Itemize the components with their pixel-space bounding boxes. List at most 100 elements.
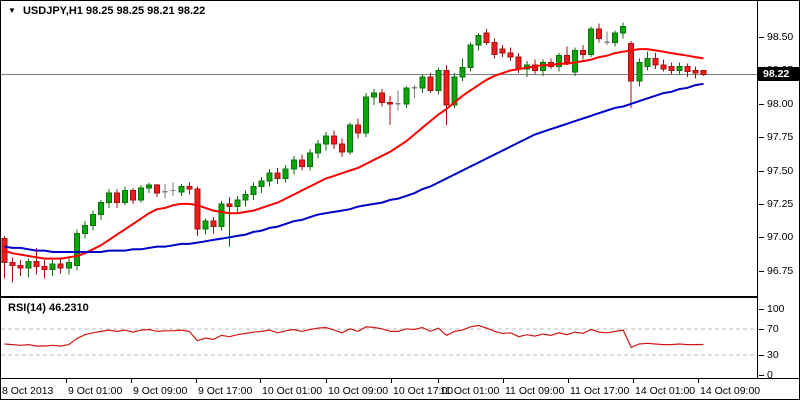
candle-body [419, 76, 426, 89]
candle-body [475, 35, 482, 46]
time-axis-tick [633, 379, 634, 383]
candle-body [443, 69, 450, 106]
chart-title: ▼ USDJPY,H1 98.25 98.25 98.21 98.22 [8, 5, 205, 17]
time-axis-tick [698, 379, 699, 383]
candle-body [298, 159, 305, 168]
time-axis-label: 14 Oct 01:00 [635, 385, 696, 397]
time-axis-label: 10 Oct 01:00 [262, 385, 323, 397]
candle-body [250, 186, 257, 195]
candle-body [652, 57, 659, 66]
rsi-indicator-panel[interactable] [1, 298, 757, 378]
candle-body [41, 266, 48, 270]
candle-body [65, 262, 72, 269]
ohlc-readout: 98.25 98.25 98.21 98.22 [85, 5, 206, 17]
time-axis-tick [196, 379, 197, 383]
candle-body [178, 186, 185, 193]
rsi-axis-tick [759, 355, 764, 356]
time-axis[interactable]: 8 Oct 2013 9 Oct 01:00 9 Oct 09:00 9 Oct 17… [1, 378, 799, 399]
candle-body [258, 180, 265, 187]
candle-body [387, 101, 394, 105]
candle-body [73, 232, 80, 266]
price-axis-label: 97.75 [767, 131, 794, 143]
time-axis-label: 8 Oct 2013 [2, 385, 54, 397]
candle-body [274, 172, 281, 179]
candle-body [700, 69, 707, 75]
candle-body [668, 65, 675, 71]
candle-body [355, 124, 361, 134]
candle-body [138, 187, 145, 201]
candle-body [467, 44, 474, 69]
symbol-dropdown-icon[interactable]: ▼ [8, 6, 16, 15]
candle-body [106, 192, 112, 203]
rsi-axis-tick [759, 375, 764, 376]
candle-body [403, 87, 410, 105]
time-axis-label: 9 Oct 09:00 [133, 385, 188, 397]
rsi-axis-label: 0 [767, 369, 773, 381]
time-axis-label: 9 Oct 17:00 [198, 385, 253, 397]
candle-body [660, 64, 667, 70]
candle-body [636, 61, 643, 82]
time-axis-tick [438, 379, 439, 383]
candle-body [491, 41, 498, 55]
time-axis-tick [326, 379, 327, 383]
price-axis-tick [759, 104, 764, 105]
price-axis-label: 97.50 [767, 165, 794, 177]
price-axis[interactable]: 98.5098.2598.0097.7597.5097.2597.0096.75… [757, 1, 799, 381]
candle-body [564, 55, 570, 63]
candle-body [122, 190, 128, 203]
candle-body [9, 262, 16, 266]
ma-fast-line [4, 48, 704, 260]
candle-body [427, 76, 434, 91]
price-axis-label: 97.00 [767, 231, 794, 243]
candle-body [17, 264, 24, 269]
candle-body [692, 69, 699, 74]
time-axis-label: 10 Oct 17:00 [393, 385, 454, 397]
candle-body [539, 61, 546, 71]
price-axis-tick [759, 171, 764, 172]
candle-body [226, 203, 233, 208]
rsi-line [4, 324, 704, 349]
price-chart-panel[interactable] [1, 1, 757, 298]
candle-body [515, 56, 522, 70]
rsi-axis-label: 30 [767, 349, 779, 361]
candle-body [97, 202, 104, 216]
rsi-axis-tick [759, 329, 764, 330]
candle-body [234, 199, 241, 208]
symbol-timeframe-label: USDJPY,H1 [22, 5, 83, 17]
indicator-name: RSI(14) [8, 302, 46, 314]
candle-body [306, 152, 313, 167]
candle-body [347, 124, 353, 153]
price-axis-tick [759, 137, 764, 138]
candle-body [314, 143, 321, 154]
time-axis-label: 11 Oct 17:00 [570, 385, 630, 397]
candle-body [33, 260, 40, 268]
time-axis-tick [260, 379, 261, 383]
candle-body [322, 135, 329, 145]
time-axis-tick [391, 379, 392, 383]
candle-body [186, 186, 193, 190]
rsi-axis-tick [759, 309, 764, 310]
candle-body [194, 188, 201, 230]
candle-body [146, 184, 153, 189]
candle-body [57, 263, 64, 269]
candlestick-plot [1, 22, 757, 283]
candle-body [242, 194, 249, 201]
rsi-plot [1, 324, 757, 356]
rsi-axis-label: 100 [767, 303, 785, 315]
candle-body [25, 260, 32, 269]
candle-body [266, 172, 273, 182]
ma-slow-line [4, 82, 704, 253]
candle-body [130, 190, 137, 201]
candle-body [596, 28, 603, 39]
price-axis-label: 98.00 [767, 98, 794, 110]
candle-body [572, 49, 578, 73]
time-axis-label: 11 Oct 09:00 [505, 385, 565, 397]
time-axis-tick [66, 379, 67, 383]
candle-body [210, 220, 217, 227]
current-price-value: 98.22 [763, 68, 790, 80]
candle-body [379, 92, 386, 103]
price-axis-tick [759, 204, 764, 205]
price-axis-tick [759, 237, 764, 238]
candle-body [339, 143, 345, 153]
